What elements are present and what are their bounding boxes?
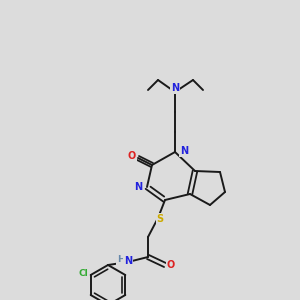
Text: S: S bbox=[156, 214, 164, 224]
Text: Cl: Cl bbox=[79, 269, 88, 278]
Text: H: H bbox=[117, 256, 125, 265]
Text: N: N bbox=[134, 182, 142, 192]
Text: O: O bbox=[128, 151, 136, 161]
Text: N: N bbox=[171, 83, 179, 93]
Text: N: N bbox=[124, 256, 132, 266]
Text: N: N bbox=[180, 146, 188, 156]
Text: O: O bbox=[167, 260, 175, 270]
